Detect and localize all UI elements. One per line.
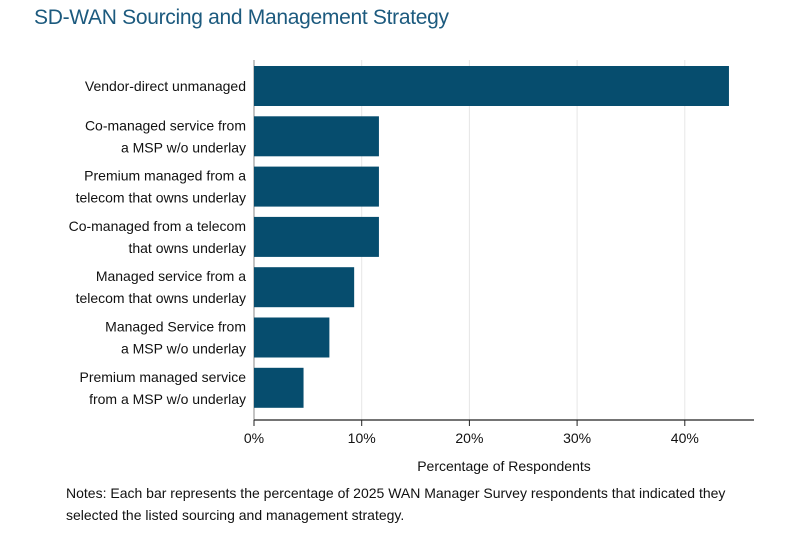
y-category-label-line: a MSP w/o underlay xyxy=(121,341,246,357)
bar xyxy=(254,116,379,157)
bar xyxy=(254,216,379,257)
y-category-label-line: Co-managed service from xyxy=(85,117,246,133)
bar xyxy=(254,317,330,358)
y-category-label-line: a MSP w/o underlay xyxy=(121,139,246,155)
y-category-label-line: Vendor-direct unmanaged xyxy=(85,78,246,94)
x-tick-label: 30% xyxy=(563,430,591,446)
y-category-label-line: that owns underlay xyxy=(128,240,246,256)
y-category-label-line: Premium managed from a xyxy=(84,168,246,184)
bar xyxy=(254,66,729,106)
y-category-label-line: Co-managed from a telecom xyxy=(69,218,246,234)
y-category-label-line: telecom that owns underlay xyxy=(76,290,246,306)
y-category-label: Managed Service from a MSP w/o underlay xyxy=(105,319,246,357)
x-tick-label: 0% xyxy=(244,430,264,446)
y-category-label-line: telecom that owns underlay xyxy=(76,190,246,206)
chart-title: SD-WAN Sourcing and Management Strategy xyxy=(34,6,449,29)
y-category-label: Co-managed service from a MSP w/o underla… xyxy=(85,117,246,155)
chart-notes: Notes: Each bar represents the percentag… xyxy=(66,485,726,523)
x-tick-label: 20% xyxy=(455,430,483,446)
y-category-label: Managed service from a telecom that owns … xyxy=(76,268,247,306)
y-category-label: Vendor-direct unmanaged xyxy=(85,78,246,94)
y-category-label: Premium managed service from a MSP w/o un… xyxy=(79,369,246,407)
x-tick-label: 40% xyxy=(671,430,699,446)
x-axis-title: Percentage of Respondents xyxy=(417,458,591,474)
bar-chart: 0% 10% 20% 30% 40% Vendor-direct unmanaged Co-… xyxy=(69,60,754,474)
bar xyxy=(254,367,304,408)
bar xyxy=(254,267,355,308)
y-category-label: Premium managed from a telecom that owns … xyxy=(76,168,247,206)
y-category-label-line: Managed service from a xyxy=(96,268,246,284)
bar xyxy=(254,166,379,207)
y-category-label-line: Managed Service from xyxy=(105,319,246,335)
x-tick-label: 10% xyxy=(348,430,376,446)
y-category-label-line: from a MSP w/o underlay xyxy=(89,391,246,407)
y-category-label-line: Premium managed service xyxy=(79,369,246,385)
y-category-label: Co-managed from a telecom that owns under… xyxy=(69,218,246,256)
